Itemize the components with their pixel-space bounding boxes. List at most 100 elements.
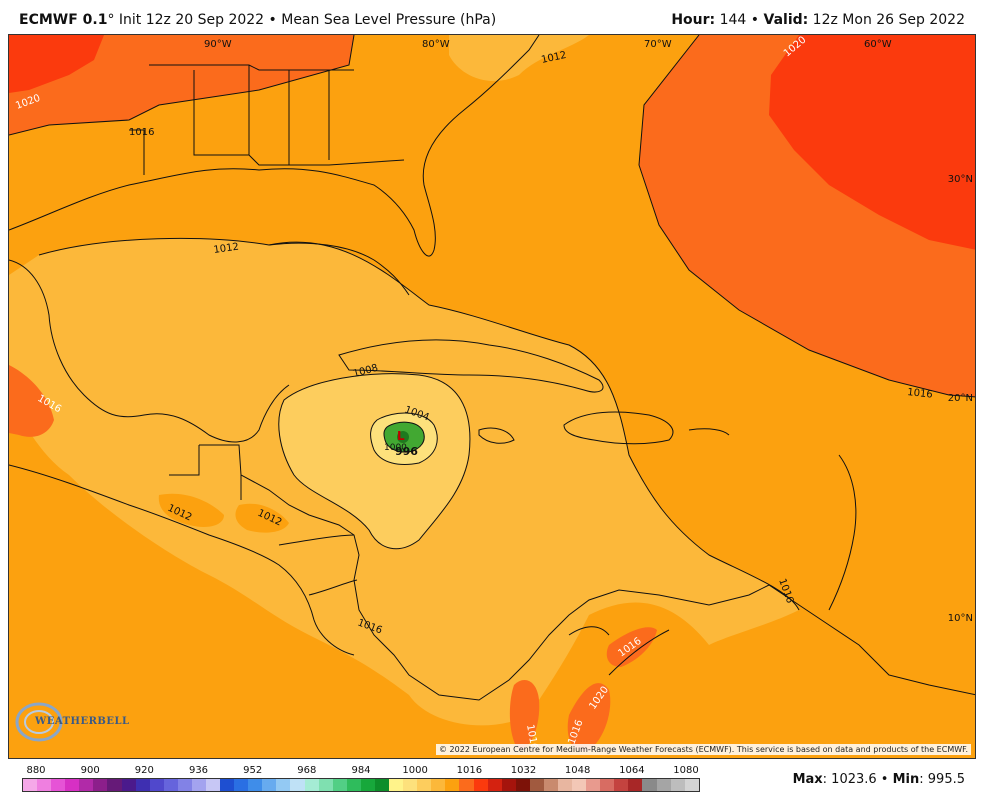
colorbar-tick-label: 952 (243, 765, 263, 776)
pressure-field-1020-colombia (567, 683, 611, 751)
lon-label-3: 60°W (864, 39, 892, 50)
latitude-labels: 30°N 20°N 10°N (948, 174, 973, 624)
min-value: : 995.5 (919, 772, 965, 787)
colorbar-segment (473, 779, 488, 791)
lon-label-1: 80°W (422, 39, 450, 50)
pressure-colorbar (22, 778, 700, 792)
colorbar-segment (374, 779, 390, 791)
longitude-labels: 90°W 80°W 70°W 60°W (204, 39, 892, 50)
colorbar-segment (121, 779, 136, 791)
colorbar-segment (642, 779, 657, 791)
hour-label: Hour: (671, 12, 716, 28)
colorbar-segment (248, 779, 263, 791)
isobar-label-15: 1016 (524, 724, 539, 751)
colorbar-segment (459, 779, 474, 791)
lon-label-0: 90°W (204, 39, 232, 50)
isobars (9, 35, 975, 611)
valid-time: Hour: 144 • Valid: 12z Mon 26 Sep 2022 (671, 12, 965, 28)
colorbar-segment (515, 779, 530, 791)
pressure-field-1020-nw (9, 35, 354, 135)
colorbar-tick-label: 1048 (564, 765, 591, 776)
isobar-label-1: 1016 (129, 127, 154, 138)
colorbar-segment (360, 779, 375, 791)
colorbar-tick-label: 1032 (510, 765, 537, 776)
map-title: ECMWF 0.1° Init 12z 20 Sep 2022 • Mean S… (19, 12, 496, 28)
lat-label-0: 30°N (948, 174, 973, 185)
pressure-field-1024-ne (769, 35, 975, 250)
colorbar-segment (628, 779, 643, 791)
colorbar-segment (529, 779, 544, 791)
hour-value: 144 • (715, 12, 764, 28)
colorbar-segment (431, 779, 446, 791)
isobar-label-3: 1012 (540, 50, 567, 66)
init-text: ° Init 12z 20 Sep 2022 • Mean Sea Level … (107, 12, 497, 28)
colorbar-segment (656, 779, 671, 791)
map-header: ECMWF 0.1° Init 12z 20 Sep 2022 • Mean S… (0, 0, 984, 34)
pressure-map: 90°W 80°W 70°W 60°W 30°N 20°N 10°N 1020 … (8, 34, 976, 759)
colorbar-segment (177, 779, 192, 791)
colorbar-segment (332, 779, 347, 791)
valid-value: 12z Mon 26 Sep 2022 (808, 12, 965, 28)
colorbar-segment (79, 779, 94, 791)
colorbar-segment (65, 779, 80, 791)
copyright-notice: © 2022 European Centre for Medium-Range … (436, 744, 971, 755)
colorbar-segment (586, 779, 601, 791)
pressure-field-1024-nw (9, 35, 104, 93)
colorbar-segment (220, 779, 235, 791)
lat-label-1: 20°N (948, 393, 973, 404)
colorbar-segment (304, 779, 319, 791)
colorbar-tick-label: 984 (351, 765, 371, 776)
pressure-field-1020-mexico (9, 365, 54, 437)
colorbar-segment (445, 779, 460, 791)
isobar-label-5: 1016 (907, 387, 933, 401)
colorbar-segment (276, 779, 291, 791)
isobar-label-2: 1012 (213, 242, 240, 256)
colorbar-segment (163, 779, 178, 791)
pressure-field-1020-venezuela (606, 627, 657, 667)
colorbar-segment (417, 779, 432, 791)
colorbar-tick-label: 880 (26, 765, 46, 776)
colorbar-tick-label: 1000 (402, 765, 428, 776)
colorbar-segment (346, 779, 361, 791)
low-pressure-marker: L (397, 429, 405, 443)
max-value: : 1023.6 • (822, 772, 893, 787)
colorbar-tick-label: 920 (134, 765, 154, 776)
colorbar-segment (206, 779, 221, 791)
colorbar-segment (600, 779, 615, 791)
pressure-field-1016-guatemala (158, 493, 224, 527)
colorbar-tick-label: 1064 (619, 765, 645, 776)
colorbar-segment (262, 779, 277, 791)
pressure-field-996 (397, 431, 409, 443)
colorbar-tick-label: 1016 (456, 765, 483, 776)
colorbar-tick-label: 900 (80, 765, 100, 776)
model-name: ECMWF 0.1 (19, 12, 108, 28)
map-canvas: 90°W 80°W 70°W 60°W 30°N 20°N 10°N 1020 … (9, 35, 975, 758)
colorbar-segment (191, 779, 207, 791)
colorbar-segment (234, 779, 249, 791)
colorbar-segment (501, 779, 516, 791)
colorbar-segment (543, 779, 558, 791)
isobar-label-8: 1000 (384, 443, 407, 453)
colorbar-segment (51, 779, 66, 791)
colorbar-segment (107, 779, 122, 791)
pressure-field-1016-honduras (235, 503, 289, 533)
lat-label-2: 10°N (948, 613, 973, 624)
colorbar-tick-label: 968 (297, 765, 317, 776)
colorbar-segment (149, 779, 164, 791)
colorbar-segment (684, 779, 699, 791)
colorbar-segment (93, 779, 108, 791)
pressure-field-1020-andes (509, 680, 540, 750)
colorbar-segment (572, 779, 587, 791)
colorbar-tick-label: 1080 (673, 765, 699, 776)
min-label: Min (892, 772, 920, 787)
colorbar-segment (135, 779, 150, 791)
colorbar-segment (557, 779, 573, 791)
field-stats: Max: 1023.6 • Min: 995.5 (793, 772, 965, 787)
colorbar-segment (389, 779, 404, 791)
logo-text: WEATHERBELL (35, 716, 130, 727)
pressure-field-1012-east-seaboard (449, 35, 589, 82)
lon-label-2: 70°W (644, 39, 672, 50)
valid-label: Valid: (763, 12, 809, 28)
colorbar-segment (487, 779, 502, 791)
colorbar-segment (670, 779, 685, 791)
